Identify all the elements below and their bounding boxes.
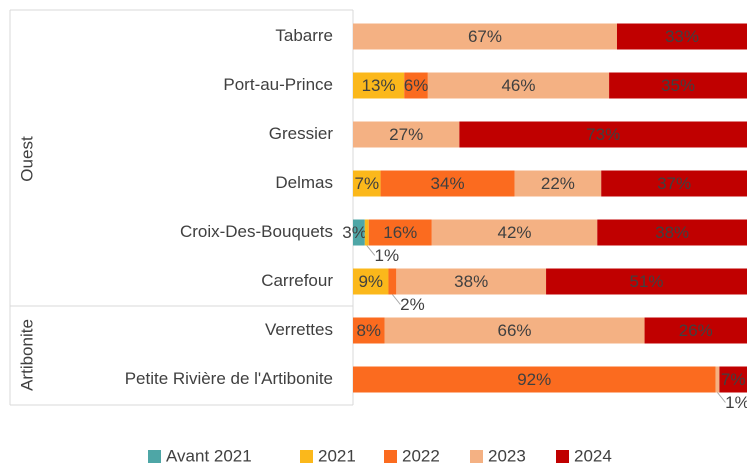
legend-label: 2023 (488, 446, 526, 465)
category-label: Delmas (275, 173, 333, 192)
bar-segment (431, 219, 598, 246)
bar-segment (353, 317, 385, 344)
category-label: Croix-Des-Bouquets (180, 222, 333, 241)
data-label: 16% (383, 223, 417, 242)
category-label: Carrefour (261, 271, 333, 290)
bar-segment (719, 366, 747, 393)
bar-segment (368, 219, 432, 246)
data-label: 6% (404, 76, 429, 95)
data-label: 13% (362, 76, 396, 95)
category-label: Verrettes (265, 320, 333, 339)
data-label: 3% (342, 223, 367, 242)
category-label: Gressier (269, 124, 334, 143)
bar-segment (404, 72, 428, 99)
group-label: Ouest (17, 136, 36, 182)
data-label: 27% (389, 125, 423, 144)
bar-segment (644, 317, 747, 344)
bar-segment (353, 219, 365, 246)
data-label: 67% (468, 27, 502, 46)
data-label: 1% (725, 393, 747, 412)
data-label: 33% (665, 27, 699, 46)
bar-segment (353, 23, 617, 50)
bar-segment (601, 170, 747, 197)
data-label: 8% (356, 321, 381, 340)
group-label: Artibonite (17, 319, 36, 391)
data-label: 34% (431, 174, 465, 193)
legend-swatch (384, 450, 397, 463)
bar-segment (388, 268, 397, 295)
leader-line (717, 392, 726, 403)
category-label: Port-au-Prince (223, 75, 333, 94)
bar-segment (353, 72, 405, 99)
data-label: 2% (400, 295, 425, 314)
data-label: 7% (355, 174, 380, 193)
bar-segment (353, 121, 460, 148)
legend-label: Avant 2021 (166, 446, 252, 465)
data-label: 7% (721, 370, 746, 389)
bar-segment (364, 219, 369, 246)
bar-segment (353, 366, 716, 393)
data-label: 46% (501, 76, 535, 95)
bar-segment (459, 121, 747, 148)
leader-line (366, 245, 376, 256)
data-label: 38% (454, 272, 488, 291)
bar-segment (616, 23, 747, 50)
data-label: 66% (498, 321, 532, 340)
legend-swatch (148, 450, 161, 463)
bar-segment (396, 268, 547, 295)
bar-segment (353, 170, 381, 197)
bar-segment (514, 170, 602, 197)
legend-label: 2024 (574, 446, 612, 465)
data-label: 22% (541, 174, 575, 193)
category-label: Tabarre (275, 26, 333, 45)
bar-segment (715, 366, 720, 393)
legend-label: 2021 (318, 446, 356, 465)
bar-segment (380, 170, 515, 197)
legend-swatch (556, 450, 569, 463)
legend-swatch (470, 450, 483, 463)
data-label: 51% (630, 272, 664, 291)
data-label: 92% (517, 370, 551, 389)
legend-label: 2022 (402, 446, 440, 465)
bar-segment (546, 268, 747, 295)
data-label: 35% (661, 76, 695, 95)
bar-segment (384, 317, 645, 344)
data-label: 1% (375, 246, 400, 265)
data-label: 42% (498, 223, 532, 242)
data-label: 9% (358, 272, 383, 291)
bar-segment (597, 219, 747, 246)
data-label: 26% (679, 321, 713, 340)
data-label: 37% (657, 174, 691, 193)
data-label: 38% (655, 223, 689, 242)
legend-swatch (300, 450, 313, 463)
bar-segment (427, 72, 610, 99)
leader-line (392, 294, 401, 305)
bar-segment (353, 268, 389, 295)
bar-segment (609, 72, 747, 99)
category-label: Petite Rivière de l'Artibonite (125, 369, 333, 388)
data-label: 73% (586, 125, 620, 144)
